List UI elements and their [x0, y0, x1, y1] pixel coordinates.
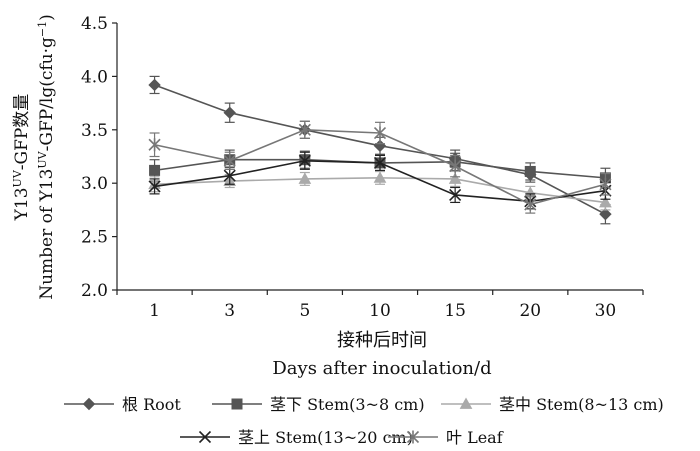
y-tick-label: 4.0: [81, 67, 108, 87]
label-text: ): [37, 14, 57, 21]
data-point: [198, 430, 212, 444]
data-point: [373, 171, 387, 183]
data-point-stroke: [298, 154, 311, 167]
y-tick-label: 3.5: [81, 121, 108, 141]
data-point-stroke: [148, 180, 161, 193]
legend-entry-3: 茎中 Stem(8~13 cm): [441, 395, 664, 414]
data-point: [231, 398, 243, 410]
data-point: [298, 123, 311, 137]
data-point-stroke: [198, 430, 212, 444]
data-point: [524, 165, 536, 177]
x-axis-ticks: 1 3 5 10 15 20 30: [116, 290, 644, 321]
data-point: [449, 188, 462, 202]
data-point-stroke: [449, 188, 462, 202]
y-tick-label: 3.0: [81, 174, 108, 194]
data-point: [373, 156, 387, 169]
y-axis-label-cn: Y13UV-GFP数量: [11, 94, 33, 222]
series-5: [148, 120, 612, 214]
axes: [116, 23, 643, 291]
x-tick-label: 3: [224, 301, 235, 321]
legend-entry-1: 根 Root: [64, 395, 181, 414]
data-point: [449, 159, 462, 173]
data-point: [223, 169, 236, 182]
x-tick-label: 1: [149, 301, 160, 321]
x-axis-label-cn: 接种后时间: [337, 330, 427, 351]
label-text: Y13: [12, 187, 32, 221]
superscript: −1: [36, 21, 49, 37]
y-tick-label: 2.0: [81, 281, 108, 301]
data-point: [599, 177, 612, 191]
y-tick-label: 2.5: [81, 228, 108, 248]
y-tick-label: 4.5: [81, 14, 108, 34]
legend: 根 Root 茎下 Stem(3~8 cm) 茎中 Stem(8~13 cm) 茎上 …: [64, 395, 664, 447]
data-point: [148, 78, 161, 92]
x-tick-label: 15: [444, 301, 466, 321]
data-point: [223, 106, 236, 119]
y-axis-ticks: 2.0 2.5 3.0 3.5 4.0 4.5: [81, 14, 117, 301]
legend-label: 茎中 Stem(8~13 cm): [499, 395, 664, 414]
data-point: [223, 154, 236, 168]
data-point: [459, 397, 473, 409]
y-axis-label-en: Number of Y13UV-GFP/lg(cfu·g−1): [36, 14, 58, 300]
data-point-stroke: [223, 169, 236, 182]
series-layer: [148, 75, 612, 225]
series-4: [148, 151, 612, 210]
data-point: [599, 207, 612, 221]
data-point: [298, 154, 311, 167]
legend-entry-2: 茎下 Stem(3~8 cm): [212, 395, 425, 414]
label-text: -GFP/lg(cfu·g: [37, 37, 57, 151]
label-text: Number of Y13: [37, 169, 57, 300]
x-axis-label-en: Days after inoculation/d: [272, 358, 491, 379]
label-text: -GFP数量: [12, 94, 32, 171]
legend-label: 茎上 Stem(13~20 cm): [238, 428, 413, 447]
legend-entry-5: 叶 Leaf: [388, 428, 504, 447]
data-point: [373, 126, 387, 140]
data-point: [298, 172, 312, 184]
data-point: [406, 430, 420, 444]
legend-entry-4: 茎上 Stem(13~20 cm): [180, 428, 413, 447]
data-point: [149, 164, 161, 176]
x-tick-label: 30: [595, 301, 617, 321]
x-tick-label: 5: [299, 301, 310, 321]
legend-label: 茎下 Stem(3~8 cm): [270, 395, 425, 414]
legend-label: 叶 Leaf: [446, 428, 504, 447]
x-tick-label: 20: [519, 301, 541, 321]
legend-label: 根 Root: [122, 395, 181, 414]
x-tick-label: 10: [369, 301, 391, 321]
data-point: [524, 198, 537, 212]
data-point: [148, 138, 161, 152]
superscript: UV: [11, 169, 24, 187]
data-point: [148, 180, 161, 193]
data-point-stroke: [373, 156, 387, 169]
data-point: [82, 397, 96, 411]
superscript: UV: [36, 150, 49, 168]
data-point: [599, 195, 612, 208]
data-point: [448, 172, 462, 184]
